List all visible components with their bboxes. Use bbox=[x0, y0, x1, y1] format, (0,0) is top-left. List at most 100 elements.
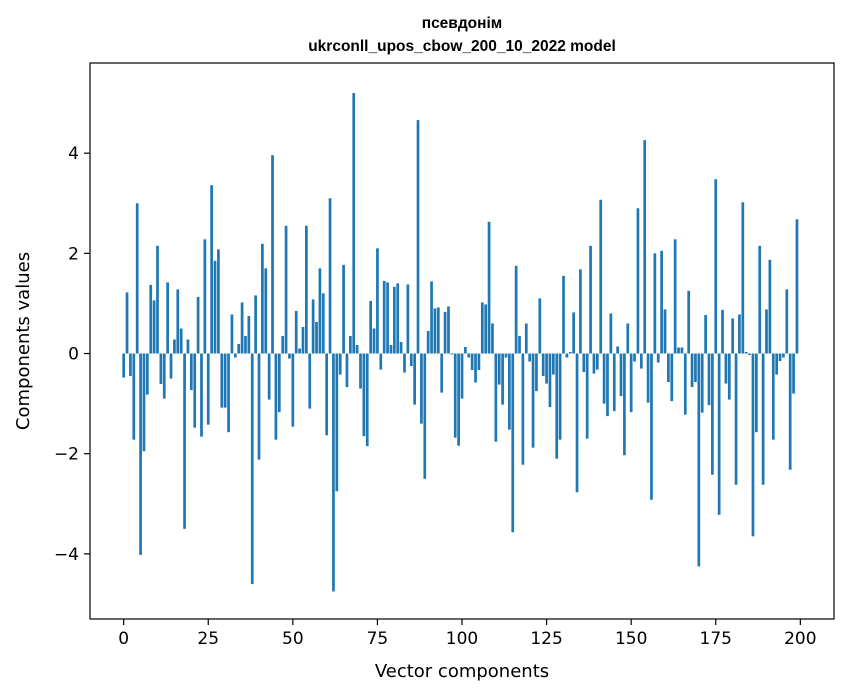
bar bbox=[697, 353, 701, 567]
bar bbox=[670, 353, 674, 402]
bar bbox=[700, 353, 704, 413]
bar bbox=[369, 300, 373, 354]
bar bbox=[589, 245, 592, 354]
bar bbox=[453, 353, 457, 438]
bar bbox=[149, 284, 153, 354]
bar bbox=[145, 353, 149, 395]
bar bbox=[639, 353, 643, 369]
bar bbox=[721, 309, 724, 354]
bar bbox=[629, 353, 633, 413]
bar bbox=[267, 353, 271, 400]
bar bbox=[206, 353, 210, 425]
bar bbox=[325, 353, 329, 436]
bar bbox=[771, 353, 775, 440]
bar bbox=[744, 352, 748, 354]
bar bbox=[169, 353, 173, 379]
bar bbox=[494, 353, 498, 442]
bar bbox=[217, 249, 220, 354]
bar bbox=[535, 353, 538, 392]
bar bbox=[694, 353, 697, 383]
bar bbox=[785, 289, 789, 354]
bar bbox=[680, 347, 684, 354]
bar bbox=[484, 304, 488, 354]
bar bbox=[399, 342, 403, 354]
x-tick-label: 0 bbox=[118, 629, 129, 649]
y-axis-ticks: −4 −2 0 2 4 bbox=[54, 144, 90, 565]
bar bbox=[386, 282, 389, 354]
bar bbox=[376, 248, 379, 354]
bar bbox=[731, 318, 735, 354]
bar bbox=[436, 307, 440, 354]
bar bbox=[467, 353, 471, 358]
bar bbox=[244, 335, 247, 354]
bar bbox=[233, 353, 237, 358]
bar bbox=[480, 302, 484, 354]
bar bbox=[626, 323, 630, 354]
bar bbox=[457, 353, 460, 446]
bar bbox=[646, 353, 650, 403]
bar bbox=[673, 239, 677, 354]
bar bbox=[714, 179, 718, 354]
bar bbox=[727, 353, 731, 400]
bar bbox=[609, 313, 613, 354]
y-tick-label: 0 bbox=[68, 345, 79, 365]
bar bbox=[508, 353, 511, 430]
bars-group bbox=[122, 93, 799, 592]
bar bbox=[606, 353, 609, 417]
bar bbox=[636, 208, 640, 354]
bar bbox=[524, 323, 528, 354]
bar bbox=[677, 347, 680, 354]
bar bbox=[738, 314, 741, 354]
bar bbox=[643, 140, 647, 354]
bar bbox=[420, 353, 423, 424]
bar bbox=[579, 269, 582, 354]
bar bbox=[585, 353, 589, 439]
bar bbox=[271, 155, 274, 354]
bar bbox=[748, 353, 751, 356]
bar bbox=[203, 239, 207, 354]
bar bbox=[179, 328, 183, 354]
bar bbox=[308, 353, 312, 409]
bar bbox=[332, 353, 335, 592]
bar bbox=[345, 353, 349, 388]
bar bbox=[565, 353, 569, 358]
bar bbox=[132, 353, 136, 440]
bar bbox=[572, 312, 576, 354]
bar bbox=[416, 120, 420, 354]
bar bbox=[623, 353, 626, 456]
bar bbox=[193, 353, 197, 428]
bar bbox=[775, 353, 779, 375]
bar bbox=[690, 353, 694, 388]
bar bbox=[223, 353, 227, 408]
bar bbox=[487, 221, 491, 354]
x-tick-label: 125 bbox=[530, 629, 562, 649]
bar bbox=[683, 353, 687, 415]
bar bbox=[582, 353, 586, 373]
bar bbox=[619, 353, 623, 397]
bar bbox=[592, 353, 596, 374]
bar bbox=[555, 353, 559, 459]
bar bbox=[758, 245, 762, 354]
bar bbox=[707, 353, 711, 406]
bar bbox=[362, 353, 366, 437]
bar bbox=[213, 260, 217, 354]
bar bbox=[687, 290, 691, 354]
bar bbox=[633, 353, 636, 362]
y-tick-label: 4 bbox=[68, 144, 79, 164]
x-tick-label: 50 bbox=[282, 629, 304, 649]
bar bbox=[792, 353, 795, 394]
bar bbox=[568, 352, 572, 354]
bar bbox=[704, 314, 707, 354]
bar bbox=[277, 353, 281, 413]
bar bbox=[795, 219, 799, 354]
bar bbox=[359, 353, 362, 389]
bar bbox=[176, 289, 180, 354]
bar bbox=[423, 353, 427, 479]
bar bbox=[240, 302, 244, 354]
bar bbox=[667, 353, 670, 383]
x-axis-label: Vector components bbox=[375, 661, 549, 682]
y-tick-label: −2 bbox=[54, 445, 79, 465]
bar bbox=[183, 353, 186, 529]
bar bbox=[335, 353, 339, 492]
bar bbox=[122, 353, 126, 378]
